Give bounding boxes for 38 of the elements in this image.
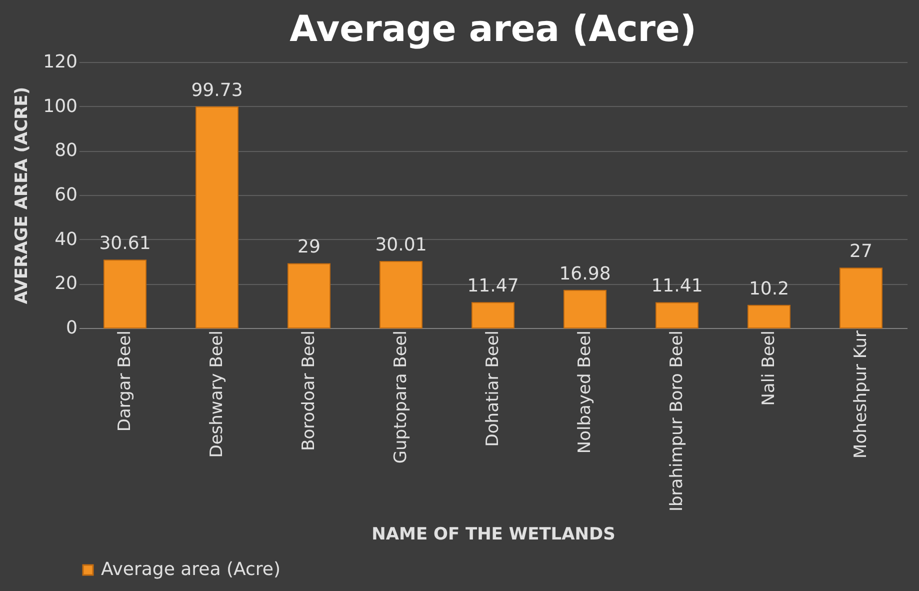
bar: [288, 263, 330, 328]
x-tick-label: Ibrahimpur Boro Beel: [667, 330, 687, 512]
x-tick-label: Dohatiar Beel: [483, 330, 503, 447]
y-axis-title: AVERAGE AREA (ACRE): [12, 86, 32, 304]
x-tick-label: Borodoar Beel: [299, 330, 319, 451]
y-tick-label: 100: [43, 96, 78, 117]
data-label: 99.73: [191, 80, 243, 101]
y-tick-label: 0: [66, 318, 78, 338]
x-tick-label: Deshwary Beel: [207, 330, 227, 458]
bar: [656, 302, 698, 328]
data-label: 11.47: [467, 276, 519, 297]
bar: [196, 106, 238, 328]
bar: [380, 260, 422, 328]
x-axis-title: NAME OF THE WETLANDS: [372, 524, 616, 545]
bar: [748, 304, 790, 328]
y-tick-label: 60: [54, 184, 78, 206]
data-label: 10.2: [748, 278, 790, 300]
y-tick-label: 120: [43, 52, 78, 72]
bar: [564, 290, 606, 328]
data-label: 27: [850, 241, 872, 262]
chart-title: Average area (Acre): [290, 9, 696, 50]
bar: [472, 302, 514, 328]
data-label: 30.01: [375, 234, 427, 256]
x-tick-label: Moheshpur Kur: [851, 330, 871, 458]
data-label: 30.61: [99, 233, 151, 254]
x-tick-label: Guptopara Beel: [391, 330, 411, 464]
legend-label: Average area (Acre): [101, 559, 281, 580]
bar: [104, 260, 146, 328]
x-tick-label: Dargar Beel: [115, 330, 135, 432]
data-label: 11.41: [651, 276, 703, 297]
x-tick-label: Nali Beel: [759, 330, 779, 406]
data-label: 29: [298, 236, 320, 258]
y-tick-label: 80: [54, 140, 78, 162]
y-tick-label: 40: [54, 228, 78, 250]
x-tick-label: Nolbayed Beel: [575, 330, 595, 454]
data-label: 16.98: [559, 263, 611, 284]
bar: [840, 268, 882, 328]
y-tick-label: 20: [54, 273, 78, 294]
